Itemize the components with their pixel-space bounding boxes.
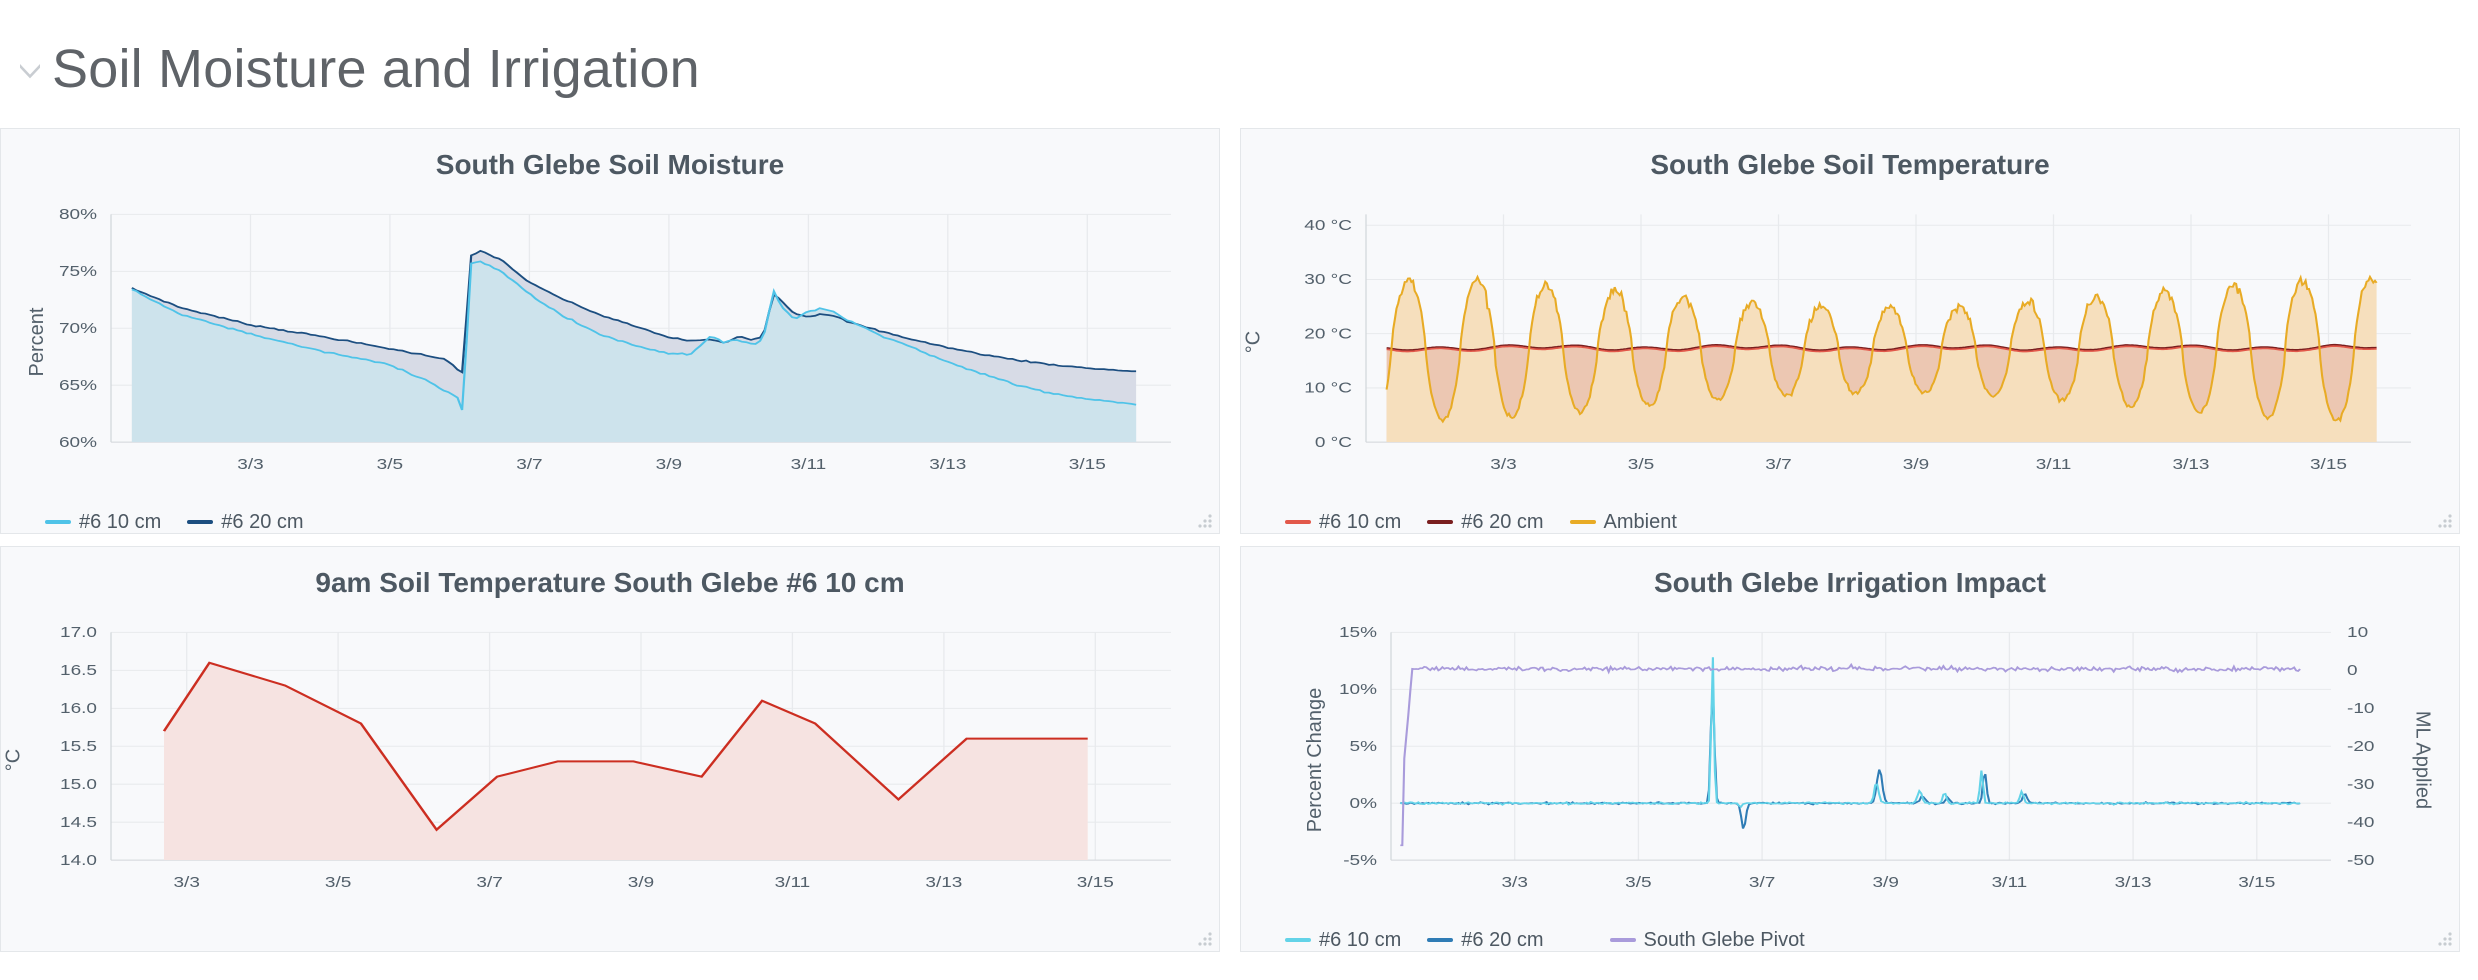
svg-text:3/7: 3/7 — [1765, 456, 1791, 473]
svg-text:0%: 0% — [1350, 795, 1377, 812]
svg-text:-20: -20 — [2347, 738, 2374, 755]
svg-text:3/11: 3/11 — [2036, 456, 2072, 473]
svg-text:0 °C: 0 °C — [1315, 434, 1352, 451]
svg-text:3/5: 3/5 — [1628, 456, 1654, 473]
svg-text:75%: 75% — [59, 263, 97, 280]
svg-text:40 °C: 40 °C — [1304, 217, 1352, 234]
svg-text:3/9: 3/9 — [628, 874, 654, 891]
svg-text:3/11: 3/11 — [1992, 874, 2028, 891]
svg-text:3/9: 3/9 — [1872, 874, 1898, 891]
svg-text:3/7: 3/7 — [476, 874, 502, 891]
svg-text:-30: -30 — [2347, 776, 2374, 793]
svg-text:-10: -10 — [2347, 700, 2374, 717]
svg-text:3/3: 3/3 — [173, 874, 199, 891]
svg-text:3/3: 3/3 — [1490, 456, 1516, 473]
svg-text:16.0: 16.0 — [60, 700, 97, 717]
svg-text:80%: 80% — [59, 206, 97, 223]
svg-text:3/5: 3/5 — [1625, 874, 1651, 891]
svg-text:17.0: 17.0 — [60, 624, 97, 641]
svg-text:3/9: 3/9 — [656, 456, 682, 473]
svg-text:3/3: 3/3 — [237, 456, 263, 473]
svg-text:16.5: 16.5 — [60, 662, 97, 679]
svg-text:3/13: 3/13 — [2115, 874, 2152, 891]
svg-text:0: 0 — [2347, 662, 2358, 679]
svg-text:-40: -40 — [2347, 814, 2374, 831]
svg-text:3/15: 3/15 — [2310, 456, 2347, 473]
svg-text:3/13: 3/13 — [929, 456, 966, 473]
svg-text:3/3: 3/3 — [1501, 874, 1527, 891]
svg-text:10: 10 — [2347, 624, 2368, 641]
svg-text:3/13: 3/13 — [2173, 456, 2210, 473]
svg-text:3/5: 3/5 — [377, 456, 403, 473]
svg-text:14.0: 14.0 — [60, 852, 97, 869]
svg-text:3/9: 3/9 — [1903, 456, 1929, 473]
svg-text:3/15: 3/15 — [1077, 874, 1114, 891]
svg-text:15.5: 15.5 — [60, 738, 97, 755]
svg-text:15%: 15% — [1339, 624, 1377, 641]
svg-text:30 °C: 30 °C — [1304, 271, 1352, 288]
svg-text:20 °C: 20 °C — [1304, 325, 1352, 342]
svg-text:10%: 10% — [1339, 681, 1377, 698]
svg-text:3/15: 3/15 — [2238, 874, 2275, 891]
svg-text:60%: 60% — [59, 434, 97, 451]
svg-text:-50: -50 — [2347, 852, 2374, 869]
svg-text:3/5: 3/5 — [325, 874, 351, 891]
svg-text:3/11: 3/11 — [791, 456, 827, 473]
svg-text:70%: 70% — [59, 320, 97, 337]
svg-text:65%: 65% — [59, 377, 97, 394]
svg-text:3/7: 3/7 — [516, 456, 542, 473]
svg-text:10 °C: 10 °C — [1304, 380, 1352, 397]
svg-text:3/11: 3/11 — [775, 874, 811, 891]
svg-text:15.0: 15.0 — [60, 776, 97, 793]
svg-text:5%: 5% — [1350, 738, 1377, 755]
svg-text:-5%: -5% — [1343, 852, 1377, 869]
svg-text:3/15: 3/15 — [1069, 456, 1106, 473]
svg-text:14.5: 14.5 — [60, 814, 97, 831]
svg-text:3/7: 3/7 — [1749, 874, 1775, 891]
svg-text:3/13: 3/13 — [925, 874, 962, 891]
